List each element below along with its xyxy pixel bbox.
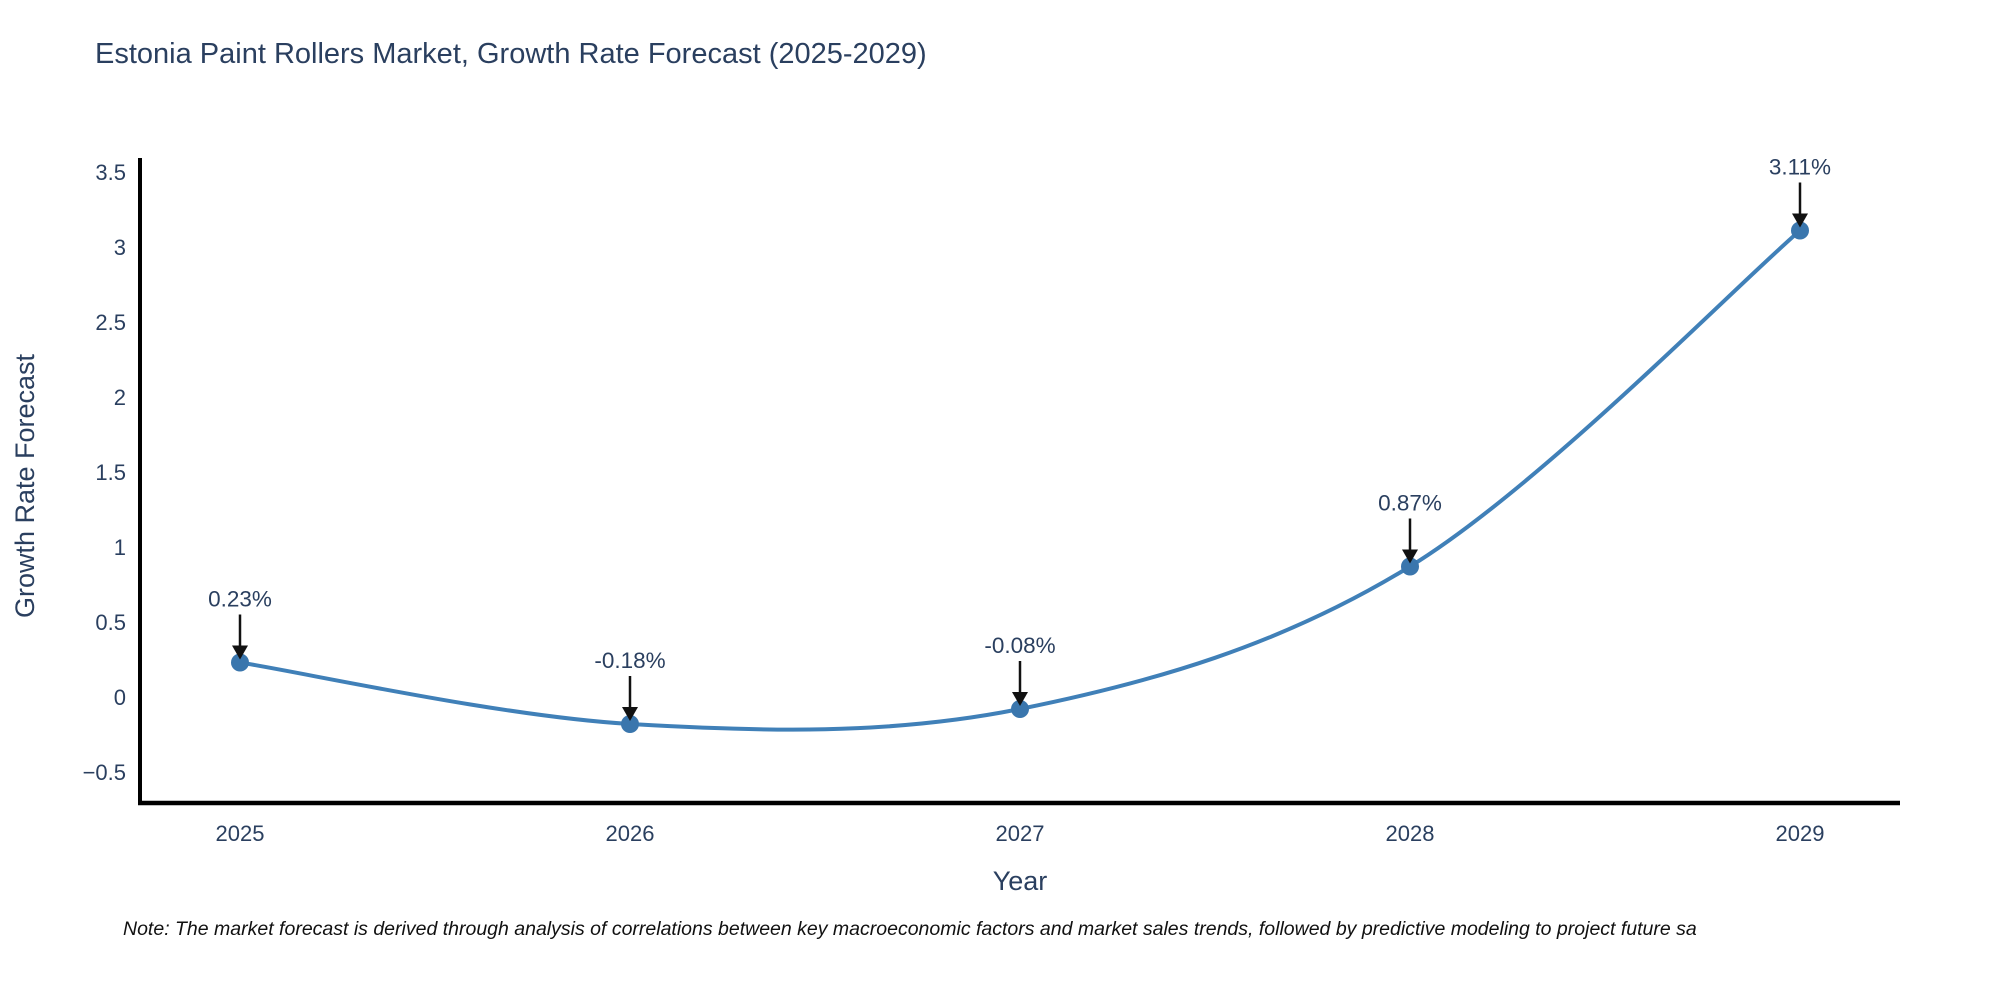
data-point-marker[interactable]: [621, 715, 639, 733]
point-annotation: 0.87%: [1378, 491, 1442, 516]
point-annotation: 3.11%: [1769, 155, 1831, 180]
point-annotation: 0.23%: [208, 587, 272, 612]
annotation-arrowhead-icon: [232, 645, 248, 660]
x-tick-label: 2029: [1776, 821, 1825, 846]
x-tick-label: 2026: [606, 821, 655, 846]
y-tick-label: 2.5: [95, 310, 126, 335]
annotation-arrowhead-icon: [1792, 213, 1808, 228]
y-tick-label: 0.5: [95, 610, 126, 635]
point-annotation: -0.08%: [984, 633, 1055, 658]
annotation-arrowhead-icon: [1012, 692, 1028, 706]
annotation-arrowhead-icon: [622, 707, 638, 721]
data-point-marker[interactable]: [1011, 700, 1029, 718]
y-tick-label: 0: [114, 685, 126, 710]
x-axis-title: Year: [993, 866, 1048, 896]
y-tick-label: 3.5: [95, 160, 126, 185]
y-tick-label: 3: [114, 235, 126, 260]
footnote: Note: The market forecast is derived thr…: [123, 918, 1697, 940]
x-tick-label: 2027: [996, 821, 1045, 846]
y-tick-label: −0.5: [83, 760, 126, 785]
y-tick-label: 1: [114, 535, 126, 560]
trend-line: [238, 228, 1802, 732]
data-point-marker[interactable]: [231, 653, 249, 672]
data-point-marker[interactable]: [1791, 221, 1809, 240]
annotation-arrowhead-icon: [1402, 549, 1418, 564]
x-tick-label: 2028: [1386, 821, 1435, 846]
y-axis-title: Growth Rate Forecast: [10, 353, 40, 618]
chart-title: Estonia Paint Rollers Market, Growth Rat…: [95, 38, 927, 70]
point-annotation: -0.18%: [594, 648, 665, 673]
x-tick-label: 2025: [216, 821, 265, 846]
data-point-marker[interactable]: [1401, 557, 1419, 576]
y-tick-label: 1.5: [95, 460, 126, 485]
y-tick-label: 2: [114, 385, 126, 410]
